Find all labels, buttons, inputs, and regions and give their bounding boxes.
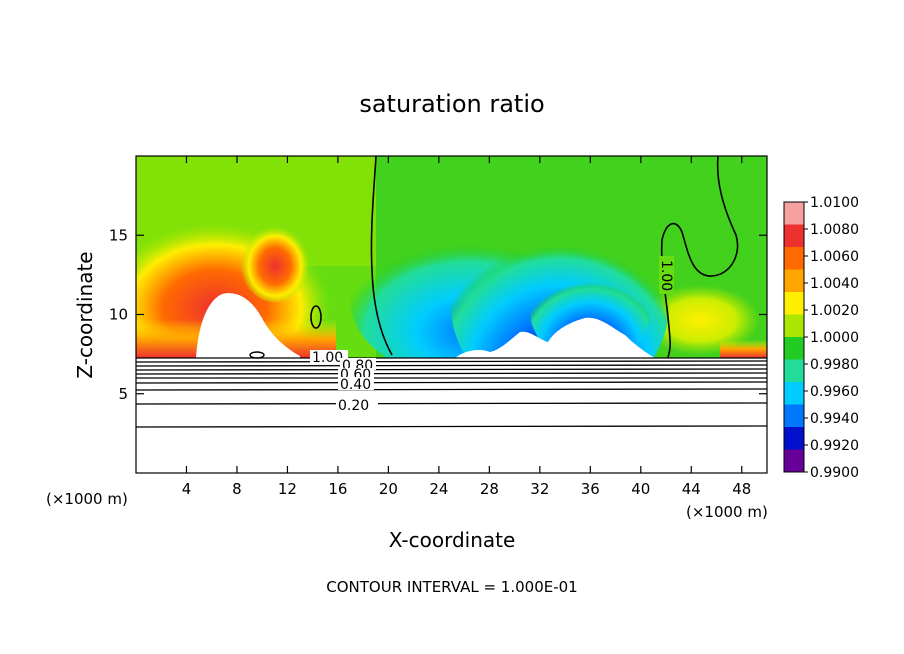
contour-1.00-right: [660, 156, 739, 359]
colorbar: 1.0100 1.0080 1.0060 1.0040 1.0020 1.0000 0.99…: [783, 195, 859, 481]
contour-interval-note: CONTOUR INTERVAL = 1.000E-01: [326, 578, 577, 596]
lower-white-area: [136, 358, 767, 473]
colorbar-label: 0.9940: [810, 411, 859, 427]
x-tick-label: 48: [732, 480, 751, 498]
stacked-contours: [136, 357, 767, 428]
contour-label: 0.40: [340, 377, 371, 393]
colorbar-label: 1.0080: [810, 222, 859, 238]
contour-label: 1.00: [658, 260, 674, 291]
x-unit-right: (×1000 m): [686, 503, 768, 521]
x-tick-label: 20: [379, 480, 398, 498]
colorbar-swatch: [784, 292, 804, 315]
x-tick-label: 36: [581, 480, 600, 498]
colorbar-label: 0.9960: [810, 384, 859, 400]
x-axis-ticks: 4 8 12 16 20 24 28 32 36 40 44 48: [182, 156, 751, 498]
colorbar-swatch: [784, 449, 804, 473]
x-tick-label: 40: [631, 480, 650, 498]
y-tick-label: 15: [109, 226, 128, 244]
plot-area: 1.00 0.80 0.60 0.40 0.20 1.00: [136, 156, 767, 473]
contour-label: 1.00: [312, 350, 343, 366]
warm-edge-right: [720, 340, 767, 358]
x-tick-label: 24: [429, 480, 448, 498]
x-unit-left: (×1000 m): [46, 490, 128, 508]
warm-region-peak: [240, 222, 310, 302]
y-tick-label: 5: [118, 385, 128, 403]
colorbar-swatch: [784, 224, 804, 248]
colorbar-swatch: [784, 269, 804, 293]
x-tick-label: 8: [232, 480, 242, 498]
x-tick-label: 32: [530, 480, 549, 498]
colorbar-swatch: [784, 359, 804, 383]
colorbar-label: 0.9980: [810, 357, 859, 373]
white-mask-center: [400, 317, 655, 358]
colorbar-label: 1.0060: [810, 249, 859, 265]
x-tick-label: 12: [278, 480, 297, 498]
x-tick-label: 4: [182, 480, 192, 498]
x-axis-label: X-coordinate: [389, 528, 516, 552]
colorbar-swatch: [784, 404, 804, 428]
y-tick-label: 10: [109, 306, 128, 324]
colorbar-swatch: [784, 337, 804, 360]
colorbar-label: 1.0040: [810, 276, 859, 292]
colorbar-label: 1.0020: [810, 303, 859, 319]
colorbar-label: 1.0100: [810, 195, 859, 211]
white-mask-left: [196, 293, 300, 358]
colorbar-swatch: [784, 247, 804, 270]
x-tick-label: 44: [682, 480, 701, 498]
x-tick-label: 28: [480, 480, 499, 498]
y-axis-label: Z-coordinate: [73, 251, 97, 378]
chart-title: saturation ratio: [359, 90, 544, 118]
colorbar-swatch: [784, 382, 804, 405]
contour-1.00-small: [310, 305, 322, 329]
colorbar-label: 0.9900: [810, 465, 859, 481]
colorbar-label: 1.0000: [810, 330, 859, 346]
y-axis-ticks: 5 10 15: [109, 226, 767, 403]
contour-1.00-left: [370, 156, 393, 356]
contour-labels: 1.00 0.80 0.60 0.40 0.20 1.00: [310, 256, 674, 414]
colorbar-label: 0.9920: [810, 438, 859, 454]
colorbar-swatch: [784, 427, 804, 450]
colorbar-swatch: [784, 202, 804, 225]
colorbar-swatch: [784, 314, 804, 338]
x-tick-label: 16: [328, 480, 347, 498]
contour-label: 0.20: [338, 398, 369, 414]
